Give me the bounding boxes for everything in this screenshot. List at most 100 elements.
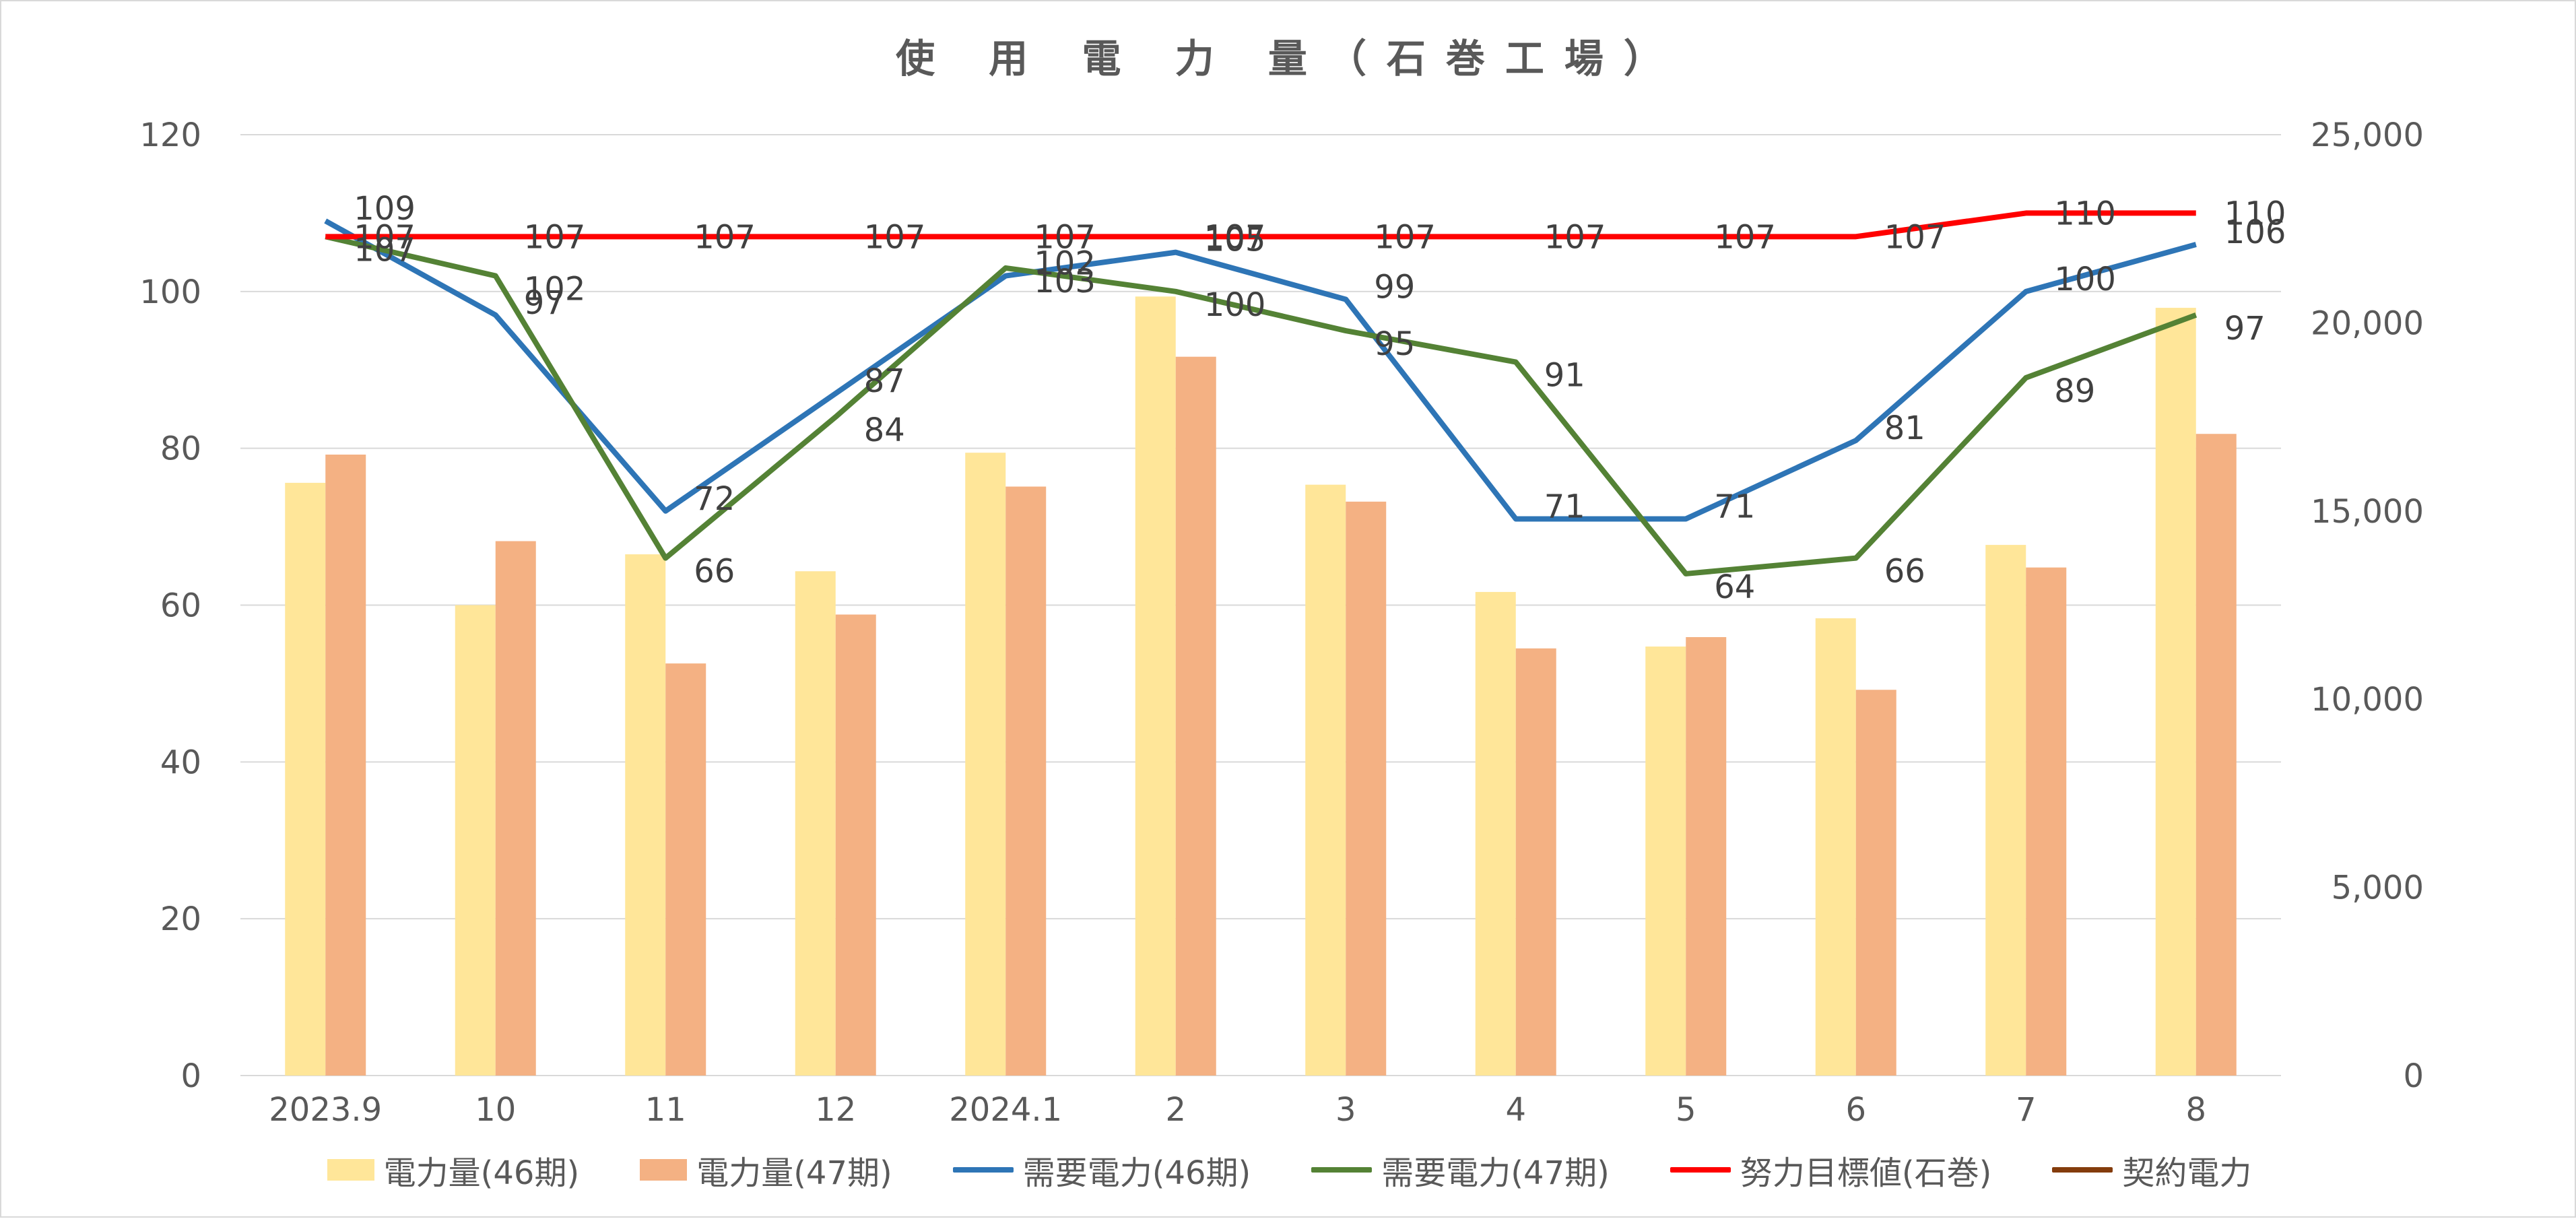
y-left-tick-label: 40 [160, 744, 201, 781]
data-label: 72 [694, 480, 735, 518]
legend-label: 電力量(47期) [696, 1154, 892, 1192]
bar-46 [1305, 484, 1346, 1076]
legend-item: 契約電力 [2052, 1146, 2251, 1193]
bar-46 [965, 453, 1006, 1076]
bar-46 [1815, 618, 1856, 1076]
data-label: 91 [1544, 357, 1585, 395]
y-right-tick-label: 5,000 [2332, 869, 2424, 907]
data-label: 107 [1714, 218, 1776, 256]
bar-47 [325, 454, 366, 1076]
data-label: 107 [354, 218, 416, 256]
y-left-tick-label: 100 [139, 273, 201, 311]
legend-item: 需要電力(47期) [1311, 1146, 1610, 1193]
x-tick-label: 7 [2016, 1091, 2037, 1129]
data-label: 107 [1034, 218, 1096, 256]
chart-legend: 電力量(46期) 電力量(47期) 需要電力(46期) 需要電力(47期) 努力目標値(… [1, 1146, 2576, 1193]
bar-46 [1645, 646, 1686, 1076]
data-label: 107 [354, 231, 416, 269]
y-left-tick-label: 80 [160, 430, 201, 468]
data-label: 84 [864, 411, 905, 449]
bar-47 [1855, 690, 1896, 1076]
legend-swatch [952, 1167, 1014, 1173]
bar-47 [1346, 501, 1387, 1076]
data-label: 64 [1714, 568, 1755, 606]
legend-label: 契約電力 [2122, 1154, 2252, 1192]
bar-47 [1515, 648, 1556, 1076]
legend-swatch [1311, 1167, 1373, 1173]
x-tick-label: 2023.9 [269, 1091, 382, 1129]
legend-label: 努力目標値(石巻) [1740, 1154, 1992, 1192]
y-right-tick-label: 25,000 [2311, 117, 2424, 154]
data-label: 110 [2054, 195, 2116, 232]
bar-47 [1175, 356, 1216, 1076]
legend-label: 需要電力(46期) [1022, 1154, 1251, 1192]
x-tick-label: 8 [2185, 1091, 2206, 1129]
data-label: 89 [2054, 372, 2095, 410]
legend-swatch [327, 1159, 374, 1181]
legend-swatch [1670, 1167, 1731, 1173]
data-label: 71 [1544, 488, 1585, 525]
data-label: 100 [1204, 286, 1266, 324]
legend-label: 電力量(46期) [383, 1154, 580, 1192]
legend-label: 需要電力(47期) [1381, 1154, 1610, 1192]
legend-item: 需要電力(46期) [952, 1146, 1251, 1193]
line-series-2 [325, 234, 2198, 576]
data-label: 107 [864, 218, 926, 256]
bar-47 [665, 663, 706, 1076]
bar-47 [1686, 636, 1727, 1076]
data-label: 107 [694, 218, 756, 256]
legend-swatch [640, 1159, 688, 1181]
x-tick-label: 11 [645, 1091, 686, 1129]
data-label: 107 [1374, 218, 1436, 256]
data-label: 71 [1714, 488, 1755, 525]
data-label: 103 [1034, 263, 1096, 300]
y-right-tick-label: 15,000 [2311, 493, 2424, 531]
data-label: 107 [1544, 218, 1606, 256]
data-label: 109 [354, 190, 416, 228]
y-right-tick-label: 0 [2403, 1057, 2424, 1095]
x-tick-label: 6 [1845, 1091, 1866, 1129]
data-label: 99 [1374, 268, 1415, 306]
legend-item: 努力目標値(石巻) [1670, 1146, 1991, 1193]
data-label: 66 [694, 553, 735, 591]
y-left-tick-label: 0 [180, 1057, 201, 1095]
y-left-tick-label: 20 [160, 900, 201, 938]
y-left-tick-label: 120 [139, 117, 201, 154]
bar-46 [1475, 591, 1516, 1076]
y-right-tick-label: 20,000 [2311, 304, 2424, 342]
x-tick-label: 4 [1505, 1091, 1526, 1129]
chart-title: 使 用 電 力 量（石巻工場） [896, 36, 1683, 81]
data-label: 107 [1884, 218, 1946, 256]
bar-47 [835, 614, 876, 1076]
x-tick-label: 5 [1676, 1091, 1696, 1129]
line-series-1 [324, 218, 2197, 522]
data-label: 97 [524, 284, 565, 322]
data-label: 100 [2054, 261, 2116, 298]
bar-46 [1985, 545, 2026, 1076]
bar-46 [625, 554, 666, 1076]
bar-46 [455, 605, 496, 1076]
x-tick-label: 10 [475, 1091, 516, 1129]
bar-47 [495, 541, 536, 1076]
data-label: 81 [1884, 409, 1925, 447]
data-label: 106 [2224, 213, 2286, 251]
x-tick-label: 3 [1335, 1091, 1356, 1129]
bar-46 [795, 571, 836, 1076]
bar-47 [1005, 486, 1047, 1076]
bar-46 [285, 482, 326, 1076]
x-tick-label: 12 [815, 1091, 856, 1129]
data-label: 87 [864, 362, 905, 400]
data-label: 102 [524, 271, 586, 308]
data-label: 97 [2224, 310, 2266, 348]
bar-46 [2155, 308, 2196, 1076]
data-label: 107 [524, 218, 586, 256]
data-label: 95 [1374, 325, 1415, 363]
bar-47 [2026, 567, 2067, 1076]
data-label: 110 [2224, 195, 2286, 232]
legend-item: 電力量(47期) [640, 1146, 892, 1193]
data-label: 105 [1204, 222, 1266, 259]
y-left-tick-label: 60 [160, 587, 201, 625]
line-series-3 [325, 210, 2196, 240]
